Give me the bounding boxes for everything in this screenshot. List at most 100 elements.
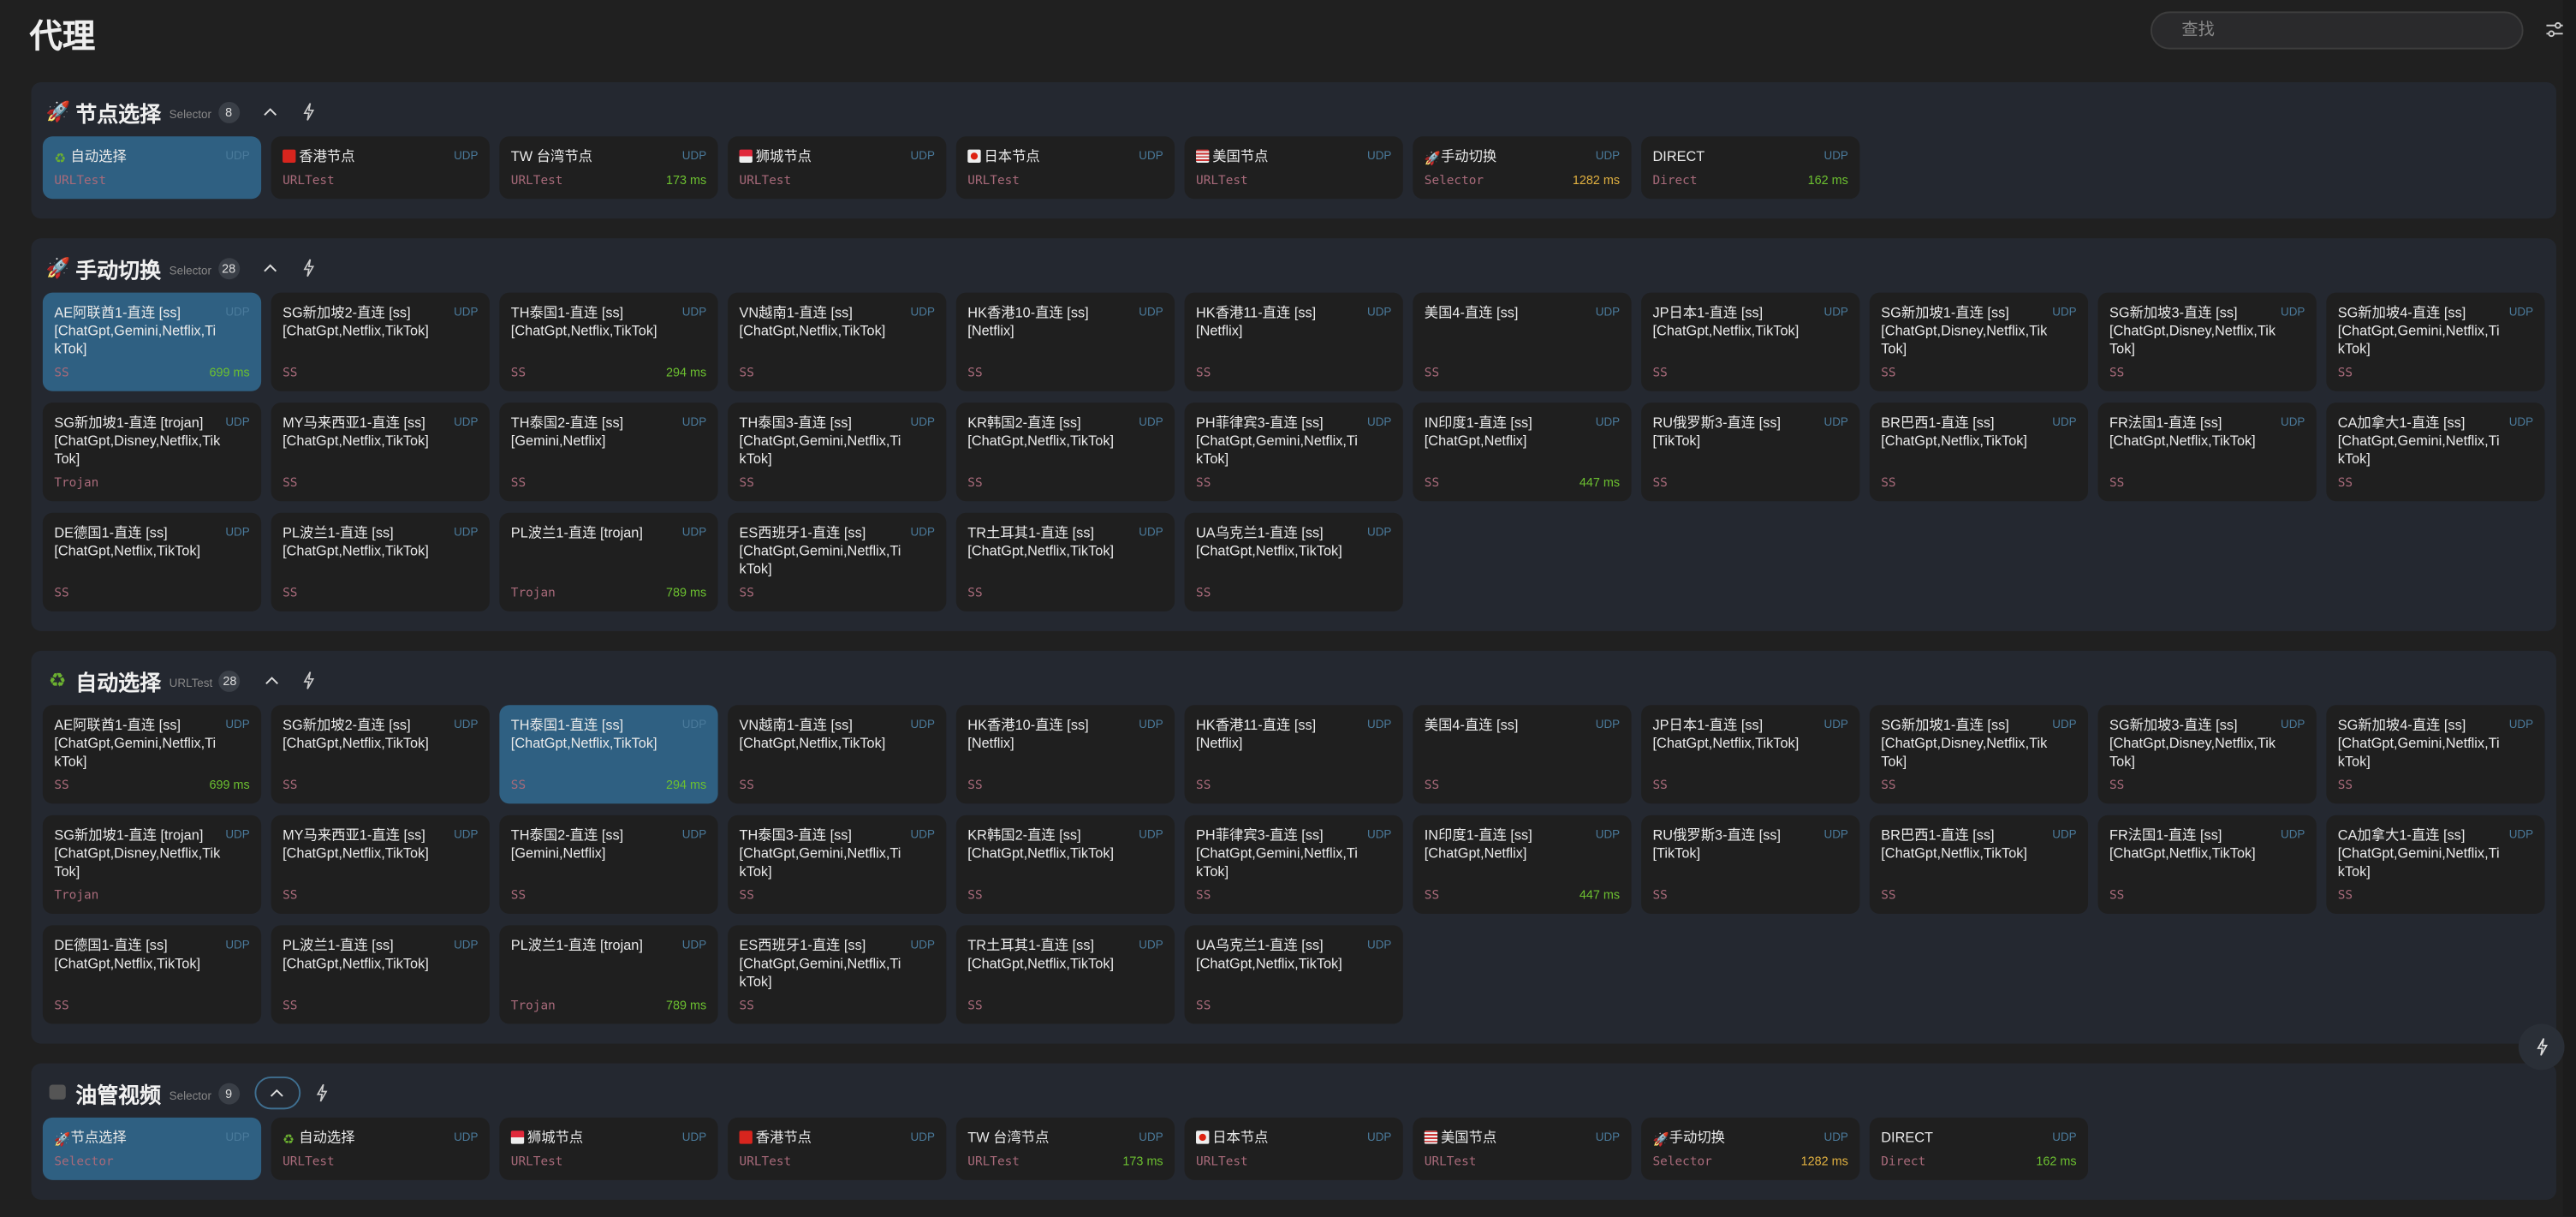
proxy-node-card[interactable]: KR韩国2-直连 [ss] [ChatGpt,Netflix,TikTok] UD… [955,403,1175,502]
proxy-node-card[interactable]: 香港节点 UDP URLTest [728,1117,947,1180]
proxy-node-card[interactable]: SG新加坡1-直连 [ss] [ChatGpt,Disney,Netflix,Ti… [1869,705,2089,804]
proxy-node-card[interactable]: VN越南1-直连 [ss] [ChatGpt,Netflix,TikTok] UD… [728,705,947,804]
proxy-node-card[interactable]: RU俄罗斯3-直连 [ss] [TikTok] UDP SS [1641,814,1860,914]
latency-value[interactable]: 699 ms [209,365,250,380]
proxy-node-card[interactable]: HK香港10-直连 [ss] [Netflix] UDP SS [955,292,1175,391]
latency-value[interactable]: 447 ms [1579,887,1621,903]
proxy-node-card[interactable]: SG新加坡2-直连 [ss] [ChatGpt,Netflix,TikTok] U… [271,292,490,391]
proxy-node-card[interactable]: MY马来西亚1-直连 [ss] [ChatGpt,Netflix,TikTok] … [271,814,490,914]
latency-value[interactable]: 162 ms [1807,172,1848,188]
proxy-node-card[interactable]: SG新加坡1-直连 [trojan] [ChatGpt,Disney,Netfli… [42,403,262,502]
proxy-node-card[interactable]: UA乌克兰1-直连 [ss] [ChatGpt,Netflix,TikTok] U… [1184,512,1403,611]
proxy-node-card[interactable]: PL波兰1-直连 [ss] [ChatGpt,Netflix,TikTok] UD… [271,925,490,1024]
proxy-node-card[interactable]: DIRECT UDP Direct 162 ms [1641,136,1860,200]
proxy-node-card[interactable]: CA加拿大1-直连 [ss] [ChatGpt,Gemini,Netflix,Ti… [2326,814,2545,914]
proxy-node-card[interactable]: FR法国1-直连 [ss] [ChatGpt,Netflix,TikTok] UD… [2097,403,2317,502]
proxy-node-card[interactable]: JP日本1-直连 [ss] [ChatGpt,Netflix,TikTok] UD… [1641,705,1860,804]
test-all-latency-button[interactable] [2518,1023,2565,1071]
proxy-node-card[interactable]: 美国4-直连 [ss] UDP SS [1413,705,1632,804]
proxy-node-card[interactable]: TR土耳其1-直连 [ss] [ChatGpt,Netflix,TikTok] U… [955,512,1175,611]
proxy-node-card[interactable]: SG新加坡1-直连 [ss] [ChatGpt,Disney,Netflix,Ti… [1869,292,2089,391]
proxy-node-card[interactable]: BR巴西1-直连 [ss] [ChatGpt,Netflix,TikTok] UD… [1869,814,2089,914]
proxy-node-card[interactable]: HK香港10-直连 [ss] [Netflix] UDP SS [955,705,1175,804]
proxy-node-card[interactable]: 狮城节点 UDP URLTest [728,136,947,200]
proxy-node-card[interactable]: TH泰国3-直连 [ss] [ChatGpt,Gemini,Netflix,Tik… [728,403,947,502]
proxy-node-card[interactable]: MY马来西亚1-直连 [ss] [ChatGpt,Netflix,TikTok] … [271,403,490,502]
latency-value[interactable]: 162 ms [2036,1154,2077,1169]
proxy-node-card[interactable]: FR法国1-直连 [ss] [ChatGpt,Netflix,TikTok] UD… [2097,814,2317,914]
proxy-node-card[interactable]: CA加拿大1-直连 [ss] [ChatGpt,Gemini,Netflix,Ti… [2326,403,2545,502]
proxy-node-card[interactable]: 🚀节点选择 UDP Selector [42,1117,262,1180]
udp-badge: UDP [1823,307,1848,319]
latency-value[interactable]: 294 ms [665,777,707,792]
latency-value[interactable]: 1282 ms [1800,1154,1848,1169]
proxy-node-card[interactable]: UA乌克兰1-直连 [ss] [ChatGpt,Netflix,TikTok] U… [1184,925,1403,1024]
proxy-node-card[interactable]: IN印度1-直连 [ss] [ChatGpt,Netflix] UDP SS 44… [1413,814,1632,914]
proxy-node-card[interactable]: SG新加坡3-直连 [ss] [ChatGpt,Disney,Netflix,Ti… [2097,705,2317,804]
proxy-node-card[interactable]: 美国节点 UDP URLTest [1413,1117,1632,1180]
proxy-node-card[interactable]: AE阿联酋1-直连 [ss] [ChatGpt,Gemini,Netflix,Ti… [42,292,262,391]
proxy-node-card[interactable]: 日本节点 UDP URLTest [955,136,1175,200]
latency-value[interactable]: 447 ms [1579,474,1621,490]
proxy-node-card[interactable]: SG新加坡2-直连 [ss] [ChatGpt,Netflix,TikTok] U… [271,705,490,804]
scrollbar[interactable] [2562,0,2576,1217]
latency-value[interactable]: 789 ms [665,585,707,600]
latency-value[interactable]: 1282 ms [1572,172,1621,188]
collapse-button[interactable] [253,1076,300,1110]
collapse-button[interactable] [254,252,287,284]
proxy-node-card[interactable]: TW 台湾节点 UDP URLTest 173 ms [955,1117,1175,1180]
proxy-node-card[interactable]: TH泰国3-直连 [ss] [ChatGpt,Gemini,Netflix,Tik… [728,814,947,914]
proxy-node-card[interactable]: PL波兰1-直连 [trojan] UDP Trojan 789 ms [499,925,718,1024]
proxy-node-card[interactable]: 日本节点 UDP URLTest [1184,1117,1403,1180]
proxy-node-card[interactable]: VN越南1-直连 [ss] [ChatGpt,Netflix,TikTok] UD… [728,292,947,391]
proxy-node-card[interactable]: 🚀手动切换 UDP Selector 1282 ms [1641,1117,1860,1180]
proxy-node-card[interactable]: IN印度1-直连 [ss] [ChatGpt,Netflix] UDP SS 44… [1413,403,1632,502]
proxy-node-card[interactable]: SG新加坡4-直连 [ss] [ChatGpt,Gemini,Netflix,Ti… [2326,292,2545,391]
test-latency-button[interactable] [301,671,318,690]
proxy-node-card[interactable]: ♻ 自动选择 UDP URLTest [42,136,262,200]
latency-value[interactable]: 294 ms [665,365,707,380]
proxy-node-card[interactable]: SG新加坡4-直连 [ss] [ChatGpt,Gemini,Netflix,Ti… [2326,705,2545,804]
proxy-node-card[interactable]: KR韩国2-直连 [ss] [ChatGpt,Netflix,TikTok] UD… [955,814,1175,914]
latency-value[interactable]: 173 ms [665,172,707,188]
proxy-node-card[interactable]: TH泰国2-直连 [ss] [Gemini,Netflix] UDP SS [499,814,718,914]
proxy-node-card[interactable]: DE德国1-直连 [ss] [ChatGpt,Netflix,TikTok] UD… [42,512,262,611]
proxy-node-card[interactable]: BR巴西1-直连 [ss] [ChatGpt,Netflix,TikTok] UD… [1869,403,2089,502]
proxy-node-card[interactable]: TH泰国1-直连 [ss] [ChatGpt,Netflix,TikTok] UD… [499,292,718,391]
proxy-node-card[interactable]: PL波兰1-直连 [trojan] UDP Trojan 789 ms [499,512,718,611]
proxy-node-card[interactable]: HK香港11-直连 [ss] [Netflix] UDP SS [1184,705,1403,804]
latency-value[interactable]: 173 ms [1122,1154,1163,1169]
proxy-node-card[interactable]: AE阿联酋1-直连 [ss] [ChatGpt,Gemini,Netflix,Ti… [42,705,262,804]
sliders-icon[interactable] [2545,20,2565,39]
proxy-node-card[interactable]: PH菲律宾3-直连 [ss] [ChatGpt,Gemini,Netflix,Ti… [1184,814,1403,914]
proxy-node-card[interactable]: JP日本1-直连 [ss] [ChatGpt,Netflix,TikTok] UD… [1641,292,1860,391]
proxy-node-card[interactable]: SG新加坡1-直连 [trojan] [ChatGpt,Disney,Netfli… [42,814,262,914]
latency-value[interactable]: 789 ms [665,997,707,1013]
proxy-node-card[interactable]: 美国4-直连 [ss] UDP SS [1413,292,1632,391]
proxy-node-card[interactable]: PL波兰1-直连 [ss] [ChatGpt,Netflix,TikTok] UD… [271,512,490,611]
proxy-node-card[interactable]: ES西班牙1-直连 [ss] [ChatGpt,Gemini,Netflix,Ti… [728,512,947,611]
proxy-node-card[interactable]: ES西班牙1-直连 [ss] [ChatGpt,Gemini,Netflix,Ti… [728,925,947,1024]
proxy-node-card[interactable]: TH泰国2-直连 [ss] [Gemini,Netflix] UDP SS [499,403,718,502]
collapse-button[interactable] [254,95,287,128]
search-input[interactable]: 查找 [2150,11,2524,50]
test-latency-button[interactable] [313,1083,330,1103]
proxy-node-card[interactable]: 🚀手动切换 UDP Selector 1282 ms [1413,136,1632,200]
proxy-node-card[interactable]: 狮城节点 UDP URLTest [499,1117,718,1180]
proxy-node-card[interactable]: PH菲律宾3-直连 [ss] [ChatGpt,Gemini,Netflix,Ti… [1184,403,1403,502]
proxy-node-card[interactable]: RU俄罗斯3-直连 [ss] [TikTok] UDP SS [1641,403,1860,502]
test-latency-button[interactable] [300,258,317,277]
proxy-node-card[interactable]: TH泰国1-直连 [ss] [ChatGpt,Netflix,TikTok] UD… [499,705,718,804]
proxy-node-card[interactable]: TR土耳其1-直连 [ss] [ChatGpt,Netflix,TikTok] U… [955,925,1175,1024]
proxy-node-card[interactable]: HK香港11-直连 [ss] [Netflix] UDP SS [1184,292,1403,391]
proxy-node-card[interactable]: 香港节点 UDP URLTest [271,136,490,200]
proxy-node-card[interactable]: TW 台湾节点 UDP URLTest 173 ms [499,136,718,200]
proxy-node-card[interactable]: DE德国1-直连 [ss] [ChatGpt,Netflix,TikTok] UD… [42,925,262,1024]
proxy-node-card[interactable]: 美国节点 UDP URLTest [1184,136,1403,200]
latency-value[interactable]: 699 ms [209,777,250,792]
proxy-node-card[interactable]: SG新加坡3-直连 [ss] [ChatGpt,Disney,Netflix,Ti… [2097,292,2317,391]
proxy-node-card[interactable]: ♻ 自动选择 UDP URLTest [271,1117,490,1180]
collapse-button[interactable] [255,664,288,696]
test-latency-button[interactable] [300,102,317,122]
proxy-node-card[interactable]: DIRECT UDP Direct 162 ms [1869,1117,2089,1180]
